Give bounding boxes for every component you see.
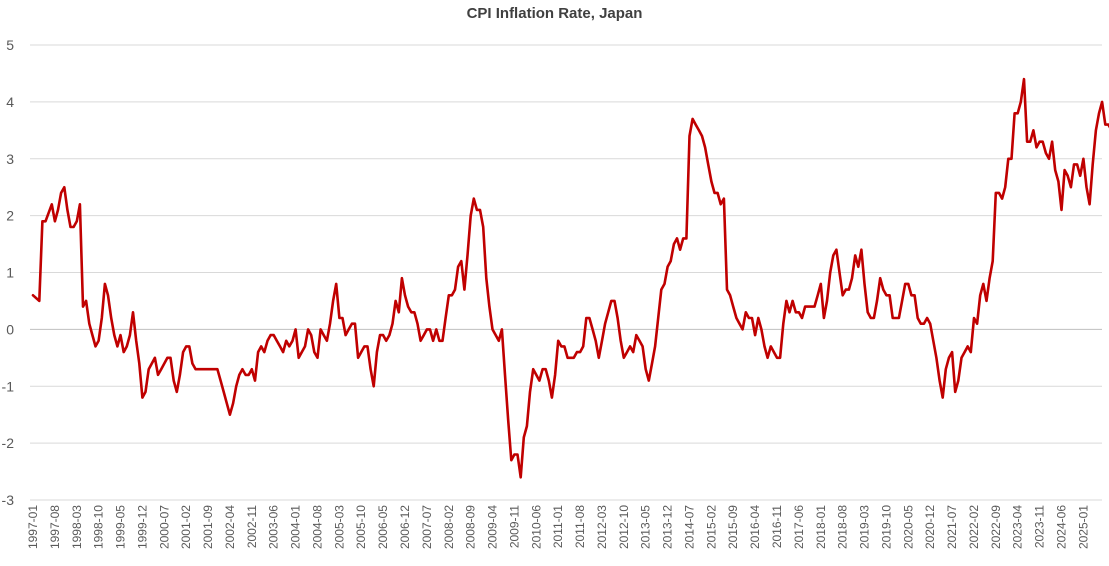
x-tick-label: 2009-11 bbox=[507, 505, 521, 548]
x-tick-label: 2013-12 bbox=[661, 505, 675, 549]
x-tick-label: 2002-04 bbox=[223, 505, 237, 549]
x-tick-label: 2012-03 bbox=[595, 505, 609, 549]
x-axis-tick-labels: 1997-01 1997-08 1998-03 1998-10 1999-05 1999-… bbox=[26, 505, 1090, 549]
x-tick-label: 2000-07 bbox=[157, 505, 171, 549]
x-tick-label: 1999-12 bbox=[135, 505, 149, 549]
x-tick-label: 2004-08 bbox=[310, 505, 324, 549]
x-tick-label: 2013-05 bbox=[639, 505, 653, 549]
x-tick-label: 2014-07 bbox=[682, 505, 696, 549]
series-line bbox=[31, 77, 1109, 479]
y-tick-label: 1 bbox=[6, 265, 14, 281]
x-tick-label: 2002-11 bbox=[245, 505, 259, 548]
x-tick-label: 2009-04 bbox=[486, 505, 500, 549]
x-tick-label: 2022-09 bbox=[989, 505, 1003, 549]
x-tick-label: 2021-07 bbox=[945, 505, 959, 549]
x-tick-label: 2015-09 bbox=[726, 505, 740, 549]
x-tick-label: 2010-06 bbox=[529, 505, 543, 549]
y-tick-label: 5 bbox=[6, 37, 14, 53]
x-tick-label: 1998-10 bbox=[92, 505, 106, 549]
x-tick-label: 1998-03 bbox=[70, 505, 84, 549]
x-tick-label: 2016-04 bbox=[748, 505, 762, 549]
x-tick-label: 1997-08 bbox=[48, 505, 62, 549]
x-tick-label: 2023-04 bbox=[1011, 505, 1025, 549]
x-tick-label: 2006-05 bbox=[376, 505, 390, 549]
y-tick-label: -1 bbox=[2, 378, 15, 394]
x-tick-label: 1999-05 bbox=[114, 505, 128, 549]
y-tick-label: 4 bbox=[6, 94, 14, 110]
x-tick-label: 2020-12 bbox=[923, 505, 937, 549]
x-tick-label: 2019-10 bbox=[879, 505, 893, 549]
x-tick-label: 1997-01 bbox=[26, 505, 40, 549]
x-tick-label: 2001-02 bbox=[179, 505, 193, 549]
y-tick-label: 3 bbox=[6, 151, 14, 167]
x-tick-label: 2011-01 bbox=[551, 505, 565, 548]
y-tick-label: -2 bbox=[2, 435, 15, 451]
y-tick-label: 2 bbox=[6, 208, 14, 224]
x-tick-label: 2025-01 bbox=[1076, 505, 1090, 549]
x-tick-label: 2007-07 bbox=[420, 505, 434, 549]
x-tick-label: 2004-01 bbox=[289, 505, 303, 549]
x-tick-label: 2011-08 bbox=[573, 505, 587, 548]
series-layer bbox=[31, 77, 1109, 479]
x-tick-label: 2001-09 bbox=[201, 505, 215, 549]
x-tick-label: 2006-12 bbox=[398, 505, 412, 549]
y-tick-label: -3 bbox=[2, 492, 15, 508]
x-tick-label: 2008-09 bbox=[464, 505, 478, 549]
x-tick-label: 2003-06 bbox=[267, 505, 281, 549]
y-axis-tick-labels: -3 -2 -1 0 1 2 3 4 5 bbox=[2, 37, 15, 508]
chart-title: CPI Inflation Rate, Japan bbox=[466, 5, 643, 22]
x-tick-label: 2005-03 bbox=[332, 505, 346, 549]
x-tick-label: 2016-11 bbox=[770, 505, 784, 548]
x-tick-label: 2019-03 bbox=[858, 505, 872, 549]
x-tick-label: 2005-10 bbox=[354, 505, 368, 549]
x-tick-label: 2022-02 bbox=[967, 505, 981, 549]
x-tick-label: 2018-08 bbox=[836, 505, 850, 549]
x-tick-label: 2018-01 bbox=[814, 505, 828, 549]
x-tick-label: 2008-02 bbox=[442, 505, 456, 549]
y-tick-label: 0 bbox=[6, 321, 14, 337]
x-tick-label: 2023-11 bbox=[1033, 505, 1047, 548]
x-tick-label: 2017-06 bbox=[792, 505, 806, 549]
gridlines bbox=[30, 44, 1102, 501]
x-tick-label: 2012-10 bbox=[617, 505, 631, 549]
x-tick-label: 2024-06 bbox=[1054, 505, 1068, 549]
x-tick-label: 2020-05 bbox=[901, 505, 915, 549]
x-tick-label: 2015-02 bbox=[704, 505, 718, 549]
